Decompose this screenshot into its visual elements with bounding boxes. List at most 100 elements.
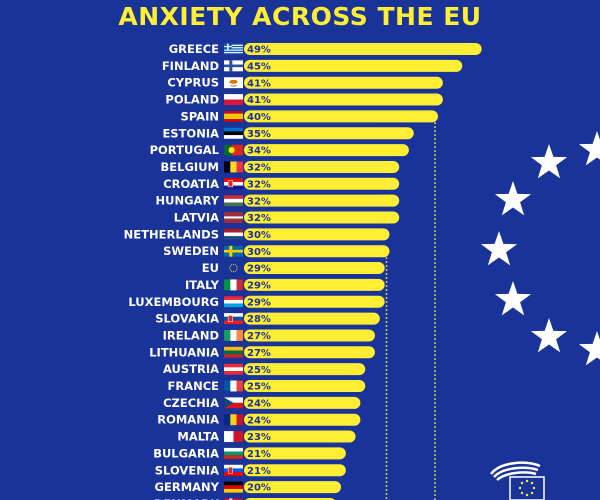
eu-stars-circle bbox=[480, 131, 600, 366]
luxembourg-flag-icon bbox=[223, 296, 244, 308]
bar-row: SPAIN 40% bbox=[181, 109, 438, 123]
bar-row: POLAND 41% bbox=[165, 93, 443, 107]
category-label: SWEDEN bbox=[163, 244, 219, 258]
hungary-flag-icon bbox=[223, 194, 244, 207]
value-label: 32% bbox=[247, 163, 271, 174]
bar bbox=[244, 464, 346, 477]
denmark-flag-icon bbox=[223, 498, 244, 500]
category-label: FINLAND bbox=[162, 59, 219, 73]
croatia-flag-icon bbox=[223, 178, 244, 190]
category-label: EU bbox=[202, 261, 219, 275]
italy-flag-icon bbox=[223, 279, 244, 291]
bar-row: SWEDEN 30% bbox=[163, 244, 390, 258]
bar bbox=[244, 194, 400, 207]
bar-row: NETHERLANDS 30% bbox=[124, 227, 390, 241]
category-label: GREECE bbox=[169, 42, 219, 56]
value-label: 34% bbox=[247, 146, 271, 157]
category-label: AUSTRIA bbox=[163, 362, 219, 376]
category-label: HUNGARY bbox=[156, 194, 220, 208]
eu-star-icon bbox=[530, 318, 568, 353]
bar-row: LATVIA 32% bbox=[174, 211, 400, 225]
poland-flag-icon bbox=[223, 93, 244, 106]
value-label: 41% bbox=[247, 78, 271, 89]
value-label: 20% bbox=[247, 483, 271, 494]
portugal-flag-icon bbox=[223, 144, 244, 156]
bar bbox=[244, 413, 361, 426]
bar-row: FRANCE 25% bbox=[167, 379, 366, 393]
bar-row: CZECHIA 24% bbox=[163, 396, 361, 410]
value-label: 35% bbox=[247, 129, 271, 140]
category-label: CZECHIA bbox=[163, 396, 219, 410]
category-label: CYPRUS bbox=[167, 76, 219, 90]
bar bbox=[244, 262, 385, 275]
cyprus-flag-icon bbox=[223, 76, 244, 89]
category-label: LUXEMBOURG bbox=[128, 295, 219, 309]
value-label: 29% bbox=[247, 264, 271, 275]
bar-row: GREECE 49% bbox=[169, 42, 482, 56]
bar bbox=[244, 127, 414, 140]
bar bbox=[244, 160, 400, 173]
category-label: PORTUGAL bbox=[150, 143, 220, 157]
bar-row: SLOVAKIA 28% bbox=[155, 312, 380, 326]
bar-row: SLOVENIA 21% bbox=[155, 463, 346, 477]
bar bbox=[244, 312, 380, 325]
value-label: 24% bbox=[247, 415, 271, 426]
bar-row: IRELAND 27% bbox=[163, 328, 375, 342]
bar-row: AUSTRIA 25% bbox=[163, 362, 366, 376]
category-label: CROATIA bbox=[163, 177, 219, 191]
bar bbox=[244, 93, 443, 106]
category-label: GERMANY bbox=[155, 480, 220, 494]
czechia-flag-icon bbox=[223, 397, 244, 409]
bar-rows: GREECE 49% FINLAND 45% CYPRUS 41% POLAND 41% SPA… bbox=[124, 42, 482, 500]
eu-star-icon bbox=[578, 331, 600, 366]
bar bbox=[244, 278, 385, 291]
category-label: LATVIA bbox=[174, 211, 219, 225]
eu-star-icon bbox=[494, 281, 532, 316]
bar bbox=[244, 245, 390, 258]
bar bbox=[244, 59, 463, 72]
value-label: 27% bbox=[247, 331, 271, 342]
value-label: 32% bbox=[247, 213, 271, 224]
value-label: 29% bbox=[247, 281, 271, 292]
category-label: NETHERLANDS bbox=[124, 227, 219, 241]
bar-row: EU 29% bbox=[202, 261, 385, 275]
bar-row: ROMANIA 24% bbox=[157, 413, 361, 427]
malta-flag-icon bbox=[223, 430, 244, 443]
bar bbox=[244, 211, 400, 224]
eu-star-icon bbox=[578, 131, 600, 166]
category-label: FRANCE bbox=[167, 379, 219, 393]
finland-flag-icon bbox=[223, 60, 244, 72]
bar-row: BELGIUM 32% bbox=[161, 160, 400, 174]
bar-row: CROATIA 32% bbox=[163, 177, 400, 191]
value-label: 25% bbox=[247, 382, 271, 393]
value-label: 32% bbox=[247, 196, 271, 207]
value-label: 30% bbox=[247, 247, 271, 258]
bar bbox=[244, 346, 375, 359]
bar bbox=[245, 497, 335, 500]
bar bbox=[244, 396, 361, 409]
romania-flag-icon bbox=[223, 414, 244, 426]
france-flag-icon bbox=[223, 380, 244, 392]
category-label: ITALY bbox=[185, 278, 220, 292]
bar-row: BULGARIA 21% bbox=[153, 446, 346, 460]
bar-row: CYPRUS 41% bbox=[167, 76, 443, 90]
eu-star-icon bbox=[530, 144, 568, 179]
bar-row: PORTUGAL 34% bbox=[150, 143, 409, 157]
slovenia-flag-icon bbox=[223, 464, 244, 476]
slovakia-flag-icon bbox=[223, 312, 244, 325]
category-label: SLOVAKIA bbox=[155, 312, 219, 326]
austria-flag-icon bbox=[223, 363, 244, 375]
bar-row: GERMANY 20% bbox=[155, 480, 341, 494]
bar bbox=[244, 447, 346, 460]
page-title: ANXIETY ACROSS THE EU bbox=[118, 2, 482, 31]
bar bbox=[244, 110, 438, 123]
value-label: 25% bbox=[247, 365, 271, 376]
bar-row: LUXEMBOURG 29% bbox=[128, 295, 385, 309]
bar-row: MALTA 23% bbox=[177, 430, 356, 444]
category-label: SPAIN bbox=[181, 109, 219, 123]
value-label: 28% bbox=[247, 314, 271, 325]
value-label: 30% bbox=[247, 230, 271, 241]
bar-row: HUNGARY 32% bbox=[156, 194, 400, 208]
lithuania-flag-icon bbox=[223, 346, 244, 358]
